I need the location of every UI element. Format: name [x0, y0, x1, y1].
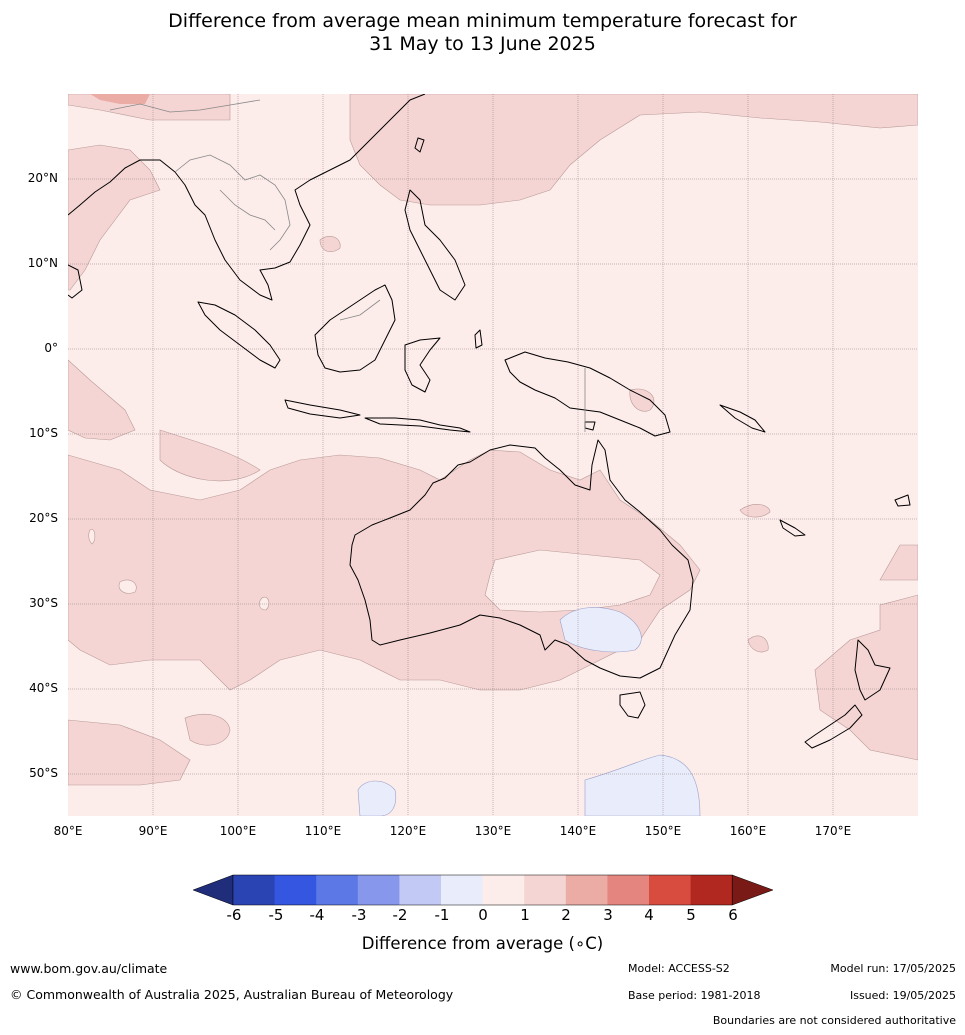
graticule [68, 94, 918, 816]
colorbar-frame [232, 874, 733, 906]
colorbar-tick: -4 [309, 906, 325, 924]
colorbar-segment [524, 875, 567, 905]
colorbar-segment [690, 875, 733, 905]
tasmania-coastline [619, 691, 646, 719]
lon-label-130e: 130°E [474, 824, 512, 838]
sumatra-coastline [197, 301, 281, 369]
base-period-text: Base period: 1981-2018 [628, 989, 761, 1002]
colorbar-segment [316, 875, 359, 905]
colorbar-segment [357, 875, 400, 905]
colorbar-tick: 3 [603, 906, 613, 924]
issued-text: Issued: 19/05/2025 [849, 989, 956, 1002]
country-borders [109, 99, 586, 432]
java-coastline [284, 399, 361, 419]
colorbar-segment [441, 875, 484, 905]
anomaly-2-to-3-region [90, 94, 150, 104]
borneo-coastline [314, 284, 396, 373]
lat-label-30s: 30°S [29, 596, 58, 610]
colorbar-tick: -3 [351, 906, 367, 924]
lon-label-120e: 120°E [389, 824, 427, 838]
colorbar-segment [607, 875, 650, 905]
lon-label-170e: 170°E [814, 824, 852, 838]
map-plot-area [68, 94, 918, 816]
coastlines [68, 94, 911, 749]
title-line-1: Difference from average mean minimum tem… [168, 10, 797, 32]
lat-label-10s: 10°S [29, 426, 58, 440]
australia-coastline [349, 439, 694, 679]
lat-label-10n: 10°N [27, 256, 58, 270]
colorbar-segment [649, 875, 692, 905]
colorbar-tick: 2 [561, 906, 571, 924]
lon-label-150e: 150°E [644, 824, 682, 838]
sulawesi-coastline [404, 337, 441, 393]
boundaries-disclaimer: Boundaries are not considered authoritat… [712, 1014, 956, 1027]
colorbar-segment [233, 875, 276, 905]
colorbar-segment [274, 875, 317, 905]
colorbar-tick: 4 [644, 906, 654, 924]
lon-label-160e: 160°E [729, 824, 767, 838]
lon-label-140e: 140°E [559, 824, 597, 838]
anomaly-0-to-1-holes [88, 528, 661, 613]
website-link[interactable]: www.bom.gov.au/climate [10, 961, 168, 976]
colorbar-tick: -2 [392, 906, 408, 924]
colorbar-segment [399, 875, 442, 905]
philippines-coastline [404, 189, 466, 301]
lat-label-40s: 40°S [29, 681, 58, 695]
model-text: Model: ACCESS-S2 [628, 962, 730, 975]
lat-label-20s: 20°S [29, 511, 58, 525]
colorbar-tick: 6 [728, 906, 738, 924]
map-title: Difference from average mean minimum tem… [0, 10, 965, 56]
colorbar-tick: 1 [520, 906, 530, 924]
colorbar-tick: -6 [226, 906, 242, 924]
lat-label-20n: 20°N [27, 171, 58, 185]
asia-coastline [68, 94, 426, 301]
copyright-text: © Commonwealth of Australia 2025, Austra… [10, 987, 454, 1002]
colorbar-arrow-low [192, 874, 234, 906]
lon-label-80e: 80°E [53, 824, 83, 838]
colorbar-tick: 0 [478, 906, 488, 924]
lon-label-90e: 90°E [138, 824, 168, 838]
colorbar-arrow-high [731, 874, 774, 906]
anomaly-negative-regions [357, 607, 701, 816]
colorbar-tick: 5 [686, 906, 696, 924]
lon-label-100e: 100°E [219, 824, 257, 838]
lon-label-110e: 110°E [304, 824, 342, 838]
colorbar-tick: -1 [434, 906, 450, 924]
new-guinea-coastline [504, 351, 671, 437]
new-zealand-coastline [854, 639, 891, 701]
colorbar-label: Difference from average (∘C) [361, 934, 604, 953]
colorbar-segment [482, 875, 525, 905]
title-line-2: 31 May to 13 June 2025 [369, 33, 596, 55]
lat-label-50s: 50°S [29, 766, 58, 780]
colorbar-segment [565, 875, 608, 905]
model-run-text: Model run: 17/05/2025 [830, 962, 956, 975]
colorbar-tick: -5 [268, 906, 284, 924]
lat-label-0: 0° [44, 341, 58, 355]
colorbar [192, 874, 774, 906]
